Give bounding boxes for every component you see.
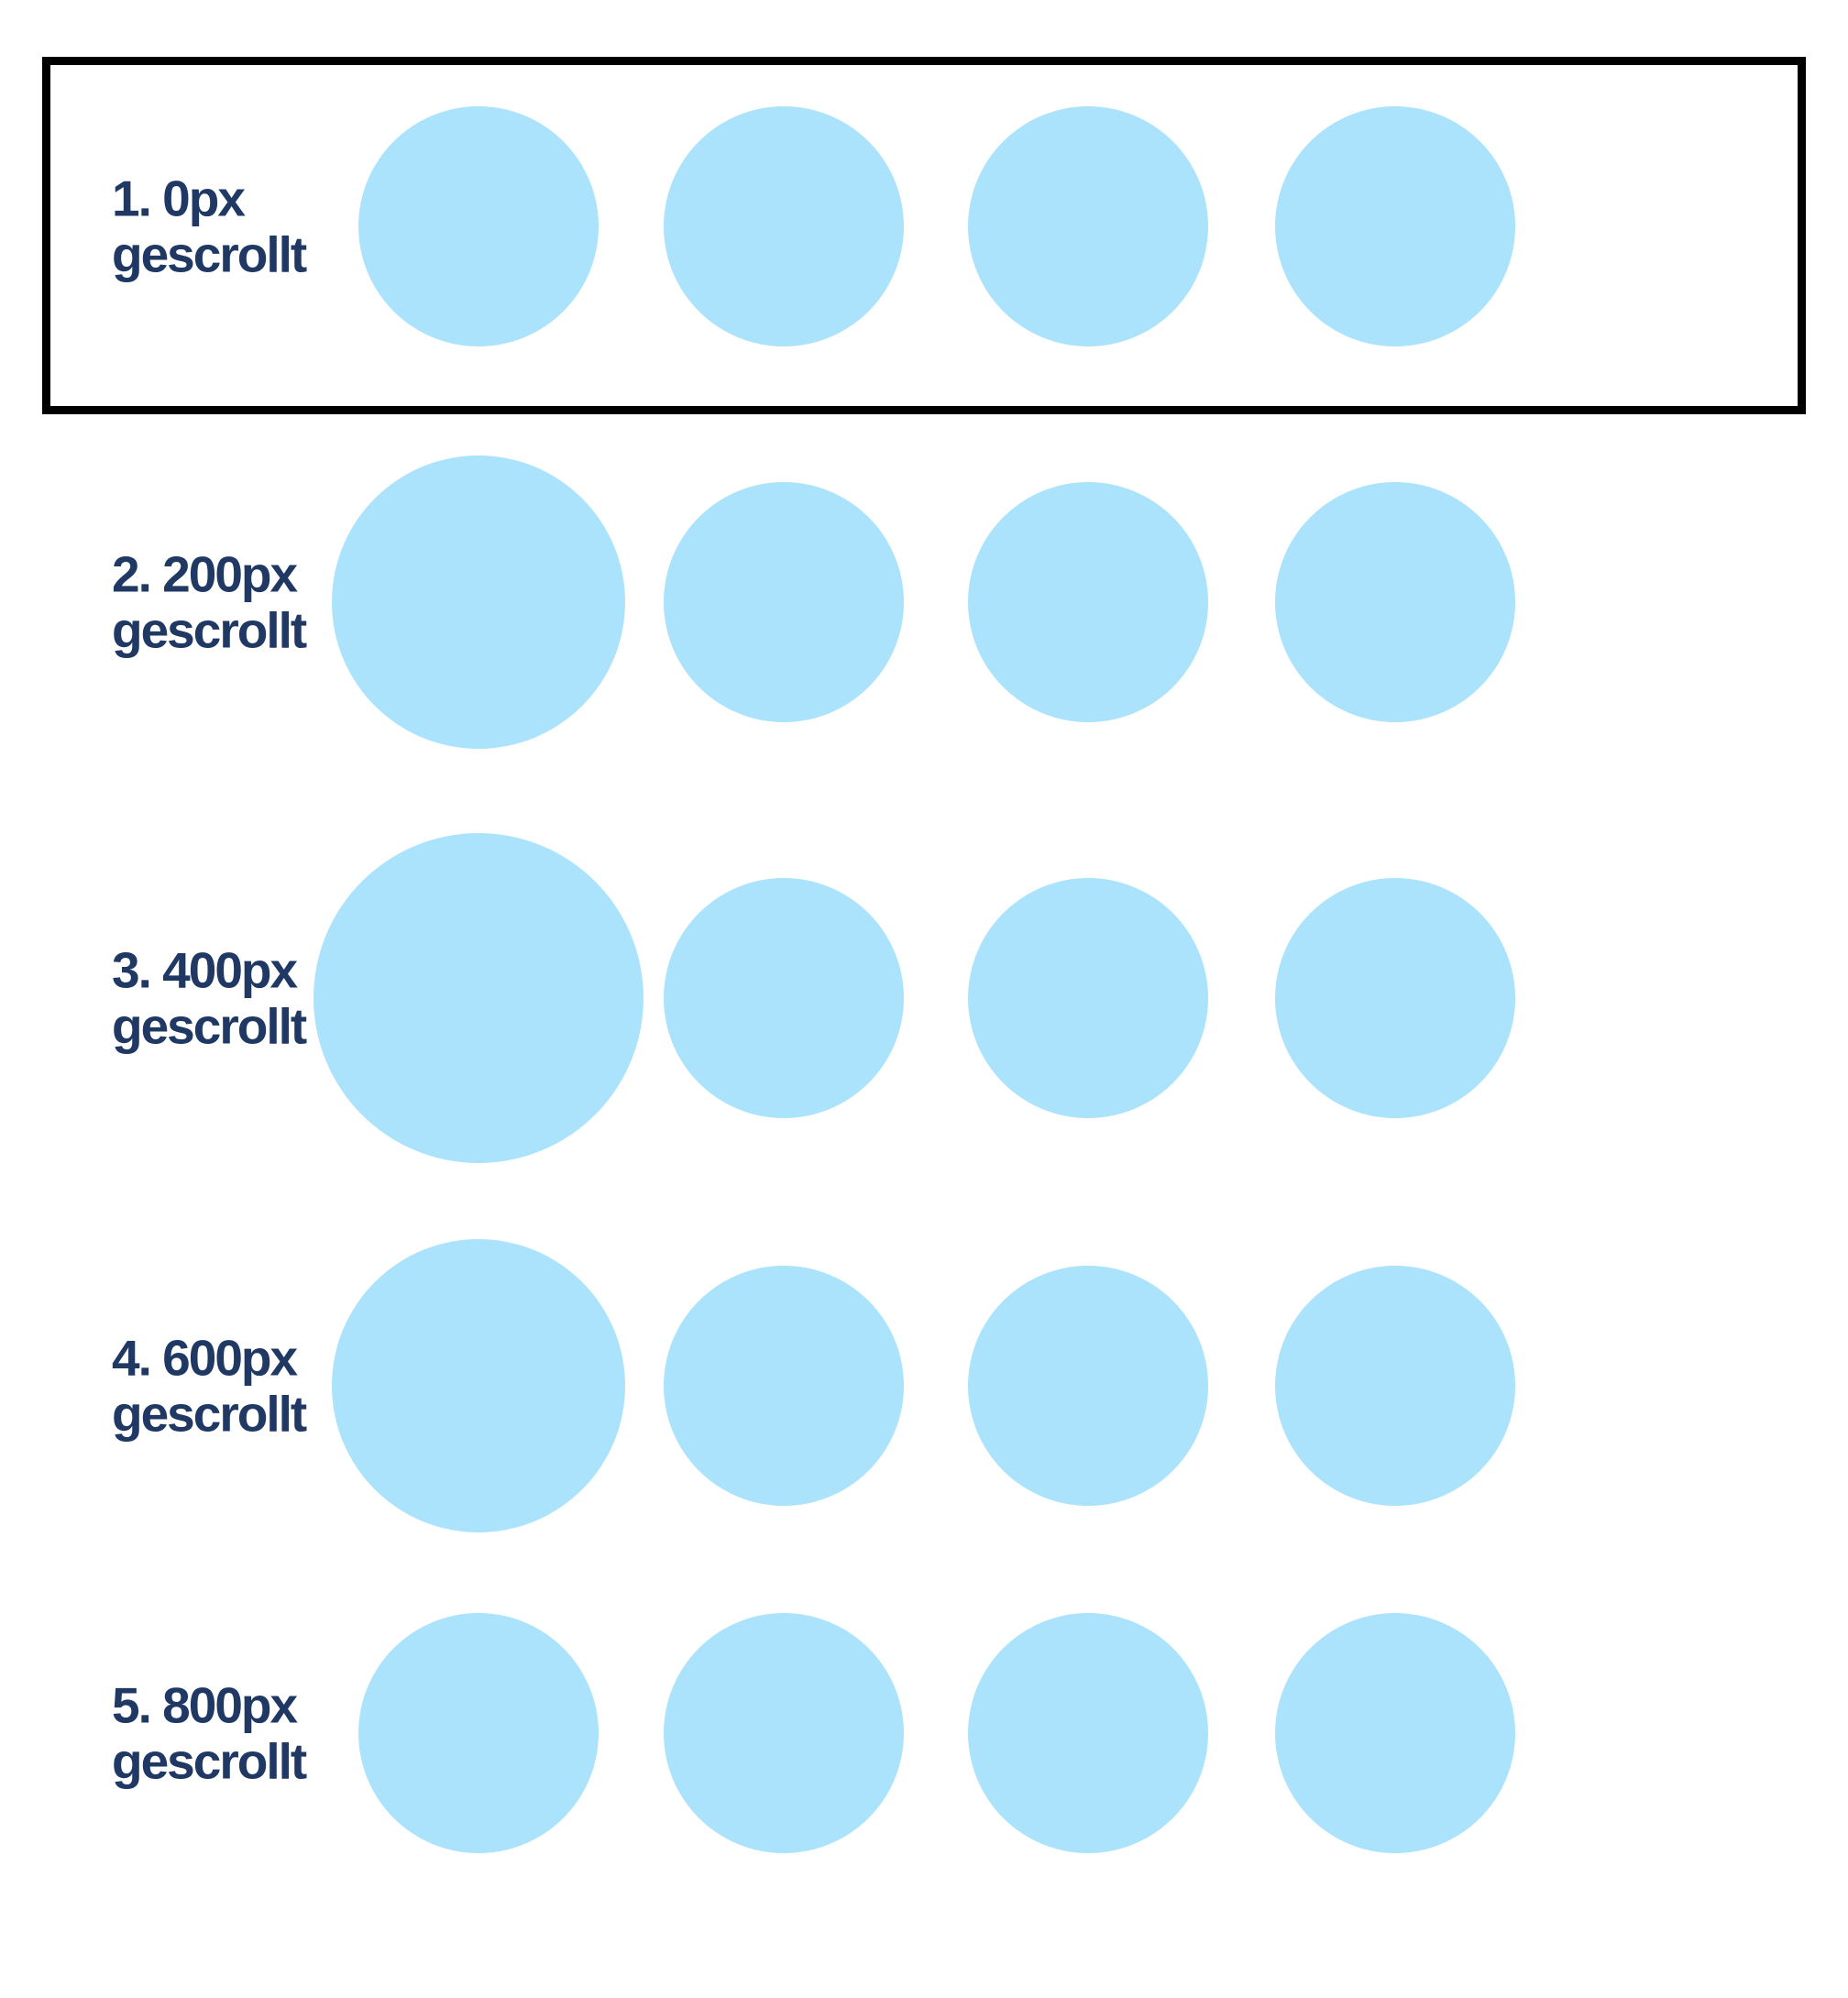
circle (332, 456, 625, 749)
circle (332, 1239, 625, 1532)
row-label-line: 3. 400px (112, 941, 298, 999)
row-label-line: 1. 0px (112, 170, 246, 227)
circle (358, 1613, 599, 1853)
circle (968, 106, 1208, 346)
circle (664, 482, 904, 722)
row-label: 2. 200px gescrollt (112, 545, 307, 658)
row-label-line: gescrollt (112, 1385, 307, 1442)
row-label-line: 5. 800px (112, 1676, 298, 1734)
row-label-line: gescrollt (112, 1732, 307, 1789)
circle (664, 1613, 904, 1853)
row-label-line: gescrollt (112, 601, 307, 658)
row-label-line: 4. 600px (112, 1329, 298, 1387)
circle (314, 833, 644, 1163)
row-label-line: gescrollt (112, 225, 307, 282)
row-label: 4. 600px gescrollt (112, 1329, 307, 1442)
circle (968, 878, 1208, 1118)
circle (1275, 106, 1515, 346)
circle (1275, 482, 1515, 722)
scroll-step-row-3: 3. 400px gescrollt (0, 833, 1848, 1163)
scroll-step-row-2: 2. 200px gescrollt (0, 437, 1848, 767)
circle (358, 106, 599, 346)
circle (968, 1613, 1208, 1853)
row-label: 3. 400px gescrollt (112, 941, 307, 1054)
row-label-line: 2. 200px (112, 545, 298, 603)
circle (664, 106, 904, 346)
circle (1275, 878, 1515, 1118)
circle (968, 1266, 1208, 1506)
circle (968, 482, 1208, 722)
scroll-step-row-1: 1. 0px gescrollt (0, 61, 1848, 391)
circle (664, 878, 904, 1118)
row-label: 5. 800px gescrollt (112, 1676, 307, 1789)
viewport-frame-box (42, 57, 1806, 414)
circle (1275, 1266, 1515, 1506)
circle (1275, 1613, 1515, 1853)
scroll-step-row-5: 5. 800px gescrollt (0, 1568, 1848, 1898)
scroll-step-row-4: 4. 600px gescrollt (0, 1221, 1848, 1551)
circle (664, 1266, 904, 1506)
row-label-line: gescrollt (112, 997, 307, 1054)
row-label: 1. 0px gescrollt (112, 170, 307, 282)
